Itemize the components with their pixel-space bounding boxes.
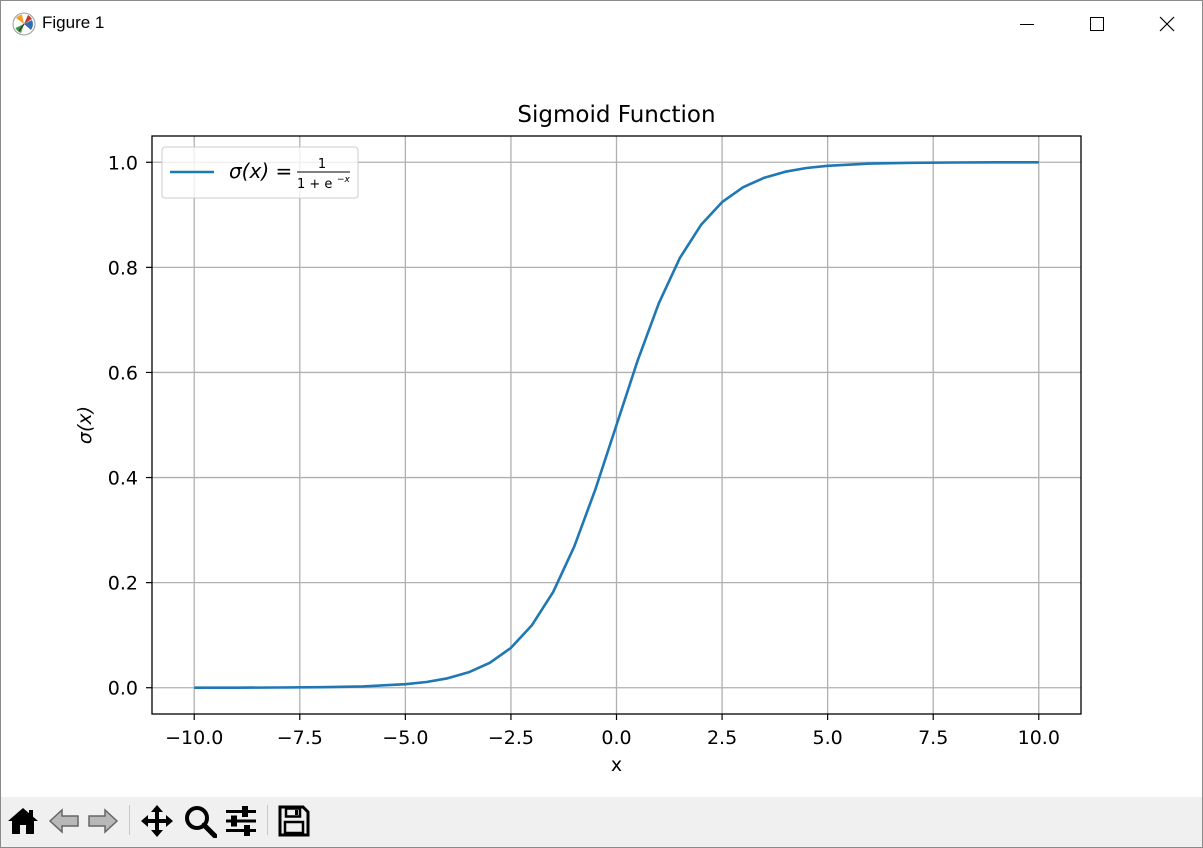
x-tick-label: −7.5 xyxy=(277,727,323,749)
magnifier-icon xyxy=(183,804,218,842)
legend: σ(x) = 1 1 + e −x xyxy=(161,146,359,199)
minimize-icon xyxy=(1020,17,1034,31)
sigmoid-series-line xyxy=(194,161,1039,690)
floppy-disk-icon xyxy=(278,805,310,841)
x-tick-label: 0.0 xyxy=(601,727,631,749)
legend-label-exponent: −x xyxy=(337,175,351,185)
y-tick-label: 0.0 xyxy=(108,678,138,700)
legend-label-denominator: 1 + e xyxy=(297,177,332,192)
x-tick-label: 7.5 xyxy=(918,727,948,749)
arrow-left-icon xyxy=(48,806,80,840)
back-button[interactable] xyxy=(46,803,82,843)
zoom-button[interactable] xyxy=(182,803,218,843)
arrow-right-icon xyxy=(87,806,119,840)
figure-canvas[interactable]: −10.0 −7.5 −5.0 −2.5 0.0 2.5 5.0 7.5 10.0 0.0 0.2 0… xyxy=(1,47,1202,797)
y-axis-label: σ(x) xyxy=(74,406,96,444)
legend-label-numerator: 1 xyxy=(318,157,326,172)
x-tick-label: −2.5 xyxy=(488,727,534,749)
y-tick-label: 1.0 xyxy=(108,152,138,174)
x-tick-label: 10.0 xyxy=(1018,727,1060,749)
save-button[interactable] xyxy=(276,803,312,843)
matplotlib-logo-icon xyxy=(12,12,36,36)
toolbar-separator xyxy=(267,805,268,835)
navigation-toolbar xyxy=(1,797,1202,847)
x-tick-label: −5.0 xyxy=(382,727,428,749)
configure-subplots-button[interactable] xyxy=(223,803,259,843)
chart-title: Sigmoid Function xyxy=(517,102,715,128)
x-tick-label: 2.5 xyxy=(707,727,737,749)
toolbar-separator xyxy=(129,805,130,835)
y-tick-label: 0.8 xyxy=(108,257,138,279)
sigmoid-chart: −10.0 −7.5 −5.0 −2.5 0.0 2.5 5.0 7.5 10.0 0.0 0.2 0… xyxy=(1,47,1202,797)
y-tick-label: 0.2 xyxy=(108,573,138,595)
maximize-button[interactable] xyxy=(1062,1,1132,47)
x-tick-label: 5.0 xyxy=(813,727,843,749)
y-tick-label: 0.4 xyxy=(108,468,138,490)
x-axis-label: x xyxy=(611,754,622,776)
x-tick-label: −10.0 xyxy=(165,727,223,749)
forward-button[interactable] xyxy=(85,803,121,843)
y-tick-label: 0.6 xyxy=(108,362,138,384)
title-bar[interactable]: Figure 1 xyxy=(1,1,1202,47)
close-icon xyxy=(1159,16,1175,32)
minimize-button[interactable] xyxy=(992,1,1062,47)
pan-button[interactable] xyxy=(139,803,175,843)
sliders-icon xyxy=(224,805,258,841)
legend-label-lhs: σ(x) = xyxy=(229,159,292,183)
home-icon xyxy=(7,806,39,840)
window-title: Figure 1 xyxy=(42,13,105,32)
close-button[interactable] xyxy=(1132,1,1202,47)
move-icon xyxy=(140,804,174,842)
home-button[interactable] xyxy=(5,803,41,843)
maximize-icon xyxy=(1090,17,1104,31)
